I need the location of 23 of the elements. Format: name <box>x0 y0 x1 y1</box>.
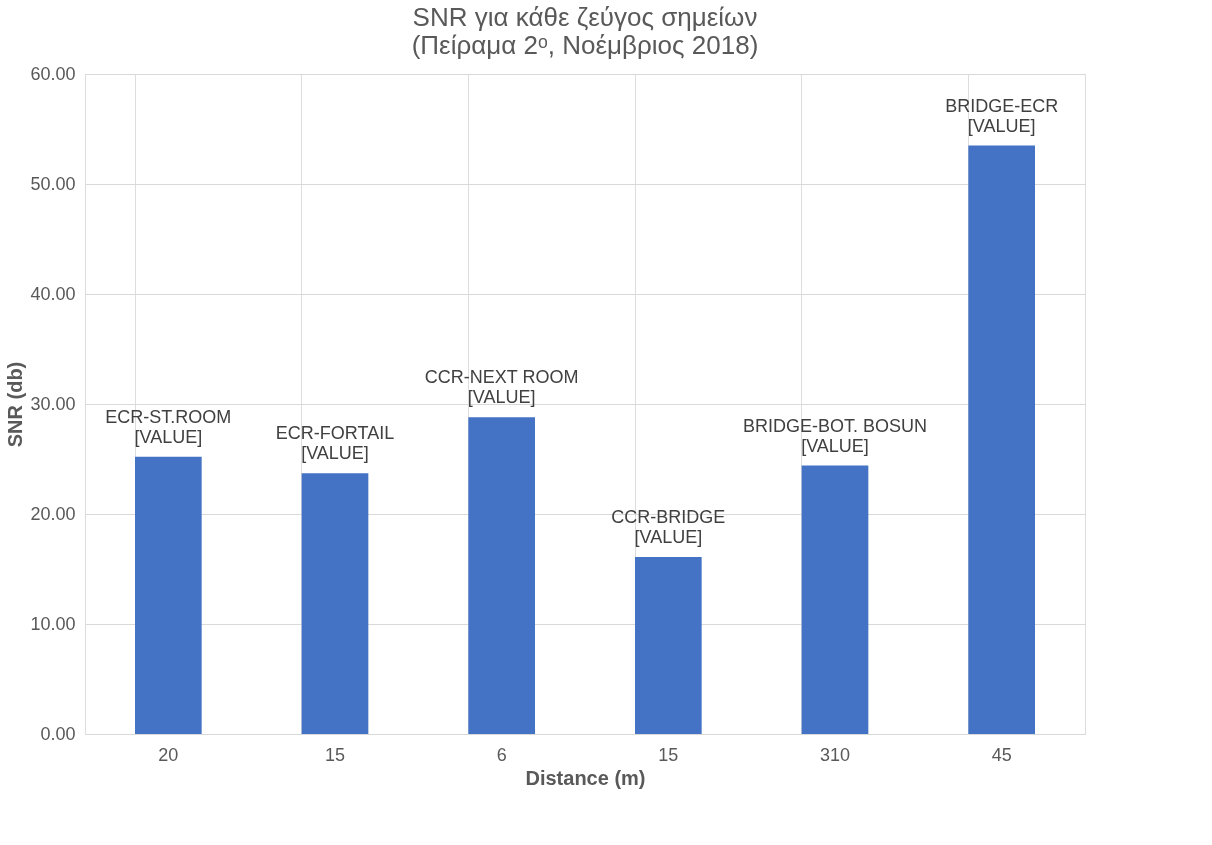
y-tick-label: 10.00 <box>30 613 76 634</box>
y-axis-title: SNR (db) <box>4 361 27 448</box>
text: SNR για κάθε ζεύγος σημείων <box>412 2 758 32</box>
data-label: CCR-BRIDGE [VALUE] <box>611 506 726 547</box>
y-tick-label: 30.00 <box>30 393 76 414</box>
x-tick-label: 20 <box>158 744 179 765</box>
y-tick-label: 40.00 <box>30 283 76 304</box>
y-tick-label: 60.00 <box>30 63 76 84</box>
data-label: BRIDGE-ECR [VALUE] <box>945 95 1059 136</box>
y-tick-label: 20.00 <box>30 503 76 524</box>
x-axis-title: Distance (m) <box>525 766 646 789</box>
data-label: CCR-NEXT ROOM [VALUE] <box>424 367 579 408</box>
y-tick-label: 50.00 <box>30 173 76 194</box>
x-tick-label: 6 <box>496 744 507 765</box>
data-label: ECR-ST.ROOM [VALUE] <box>105 406 232 447</box>
data-label: BRIDGE-BOT. BOSUN [VALUE] <box>742 415 928 456</box>
text: (Πείραμα 2ᵒ, Νοέμβριος 2018) <box>411 30 759 60</box>
x-tick-label: 15 <box>658 744 679 765</box>
x-tick-label: 310 <box>819 744 851 765</box>
y-tick-label: 0.00 <box>40 723 76 744</box>
x-tick-label: 45 <box>991 744 1012 765</box>
data-label: ECR-FORTAIL [VALUE] <box>275 423 395 464</box>
x-tick-label: 15 <box>324 744 346 765</box>
